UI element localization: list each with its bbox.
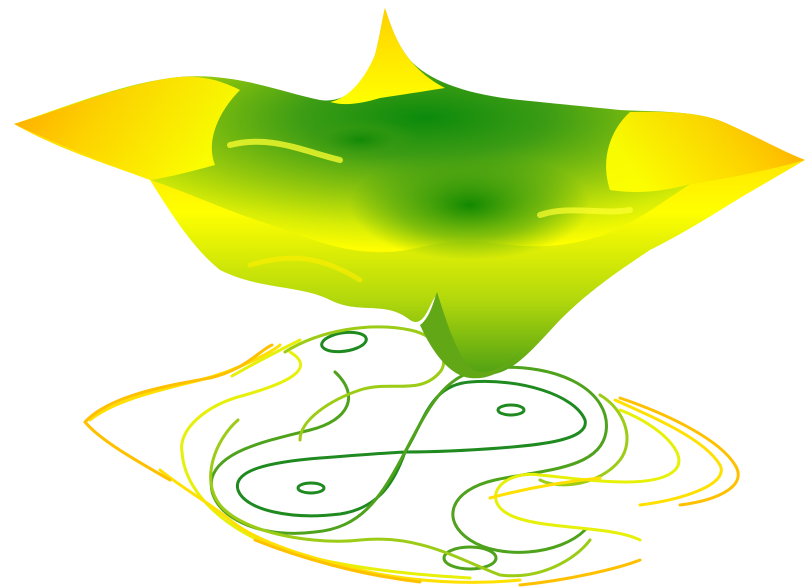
contour-line-level-1 xyxy=(235,379,587,518)
surface-basin-core xyxy=(350,150,590,260)
contour-line-level-6 xyxy=(253,538,642,587)
contour-line-level-6 xyxy=(618,396,740,507)
contour-line-level-3 xyxy=(538,393,629,487)
surface-left-plateau xyxy=(14,76,240,180)
contour-line-level-4 xyxy=(494,408,681,542)
contour-projection xyxy=(83,325,740,587)
surface-back-peak xyxy=(330,8,445,105)
surface-front-cusp xyxy=(420,292,520,379)
contour-line-level-3 xyxy=(283,325,446,442)
contour-line-level-2 xyxy=(442,545,498,571)
surface-crease-right xyxy=(537,207,633,218)
contour-line-level-4 xyxy=(180,338,302,454)
contour-line-level-1 xyxy=(496,403,526,417)
contour-line-level-5 xyxy=(488,476,602,500)
contour-line-level-3 xyxy=(209,418,592,578)
surface-basin-lobe xyxy=(300,118,420,162)
surface-crease-left xyxy=(227,138,343,163)
contour-line-level-1 xyxy=(296,481,326,495)
contour-line-level-5 xyxy=(158,468,522,584)
surface-right-plateau xyxy=(606,111,805,193)
contour-line-level-6 xyxy=(83,343,274,482)
contour-line-level-1 xyxy=(320,330,368,354)
contour-line-level-2 xyxy=(403,365,608,554)
surface-mesh xyxy=(14,8,805,379)
contour-line-level-5 xyxy=(613,398,723,507)
surface-crease-front xyxy=(247,255,363,283)
